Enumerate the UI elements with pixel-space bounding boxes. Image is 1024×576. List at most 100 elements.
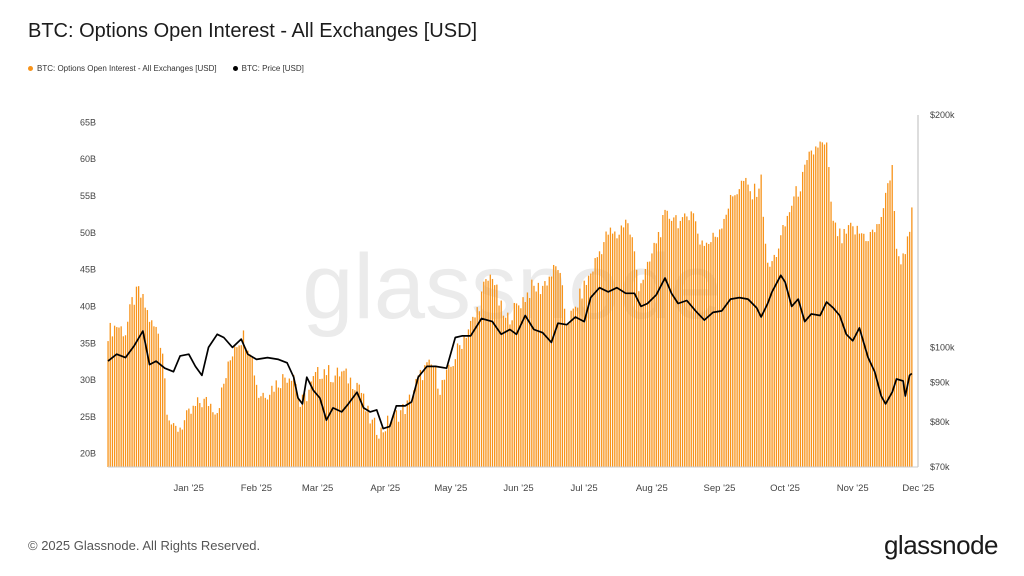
oi-bar — [773, 254, 775, 467]
oi-bar — [570, 310, 572, 467]
oi-bar — [561, 285, 564, 467]
oi-bar — [343, 370, 345, 467]
oi-bar — [137, 286, 140, 467]
oi-bar — [557, 270, 559, 467]
oi-bar — [474, 317, 476, 467]
oi-bar — [705, 242, 708, 467]
oi-bar — [277, 387, 280, 467]
chart-legend: BTC: Options Open Interest - All Exchang… — [28, 64, 304, 73]
oi-bar — [223, 383, 225, 467]
oi-bar — [727, 208, 730, 467]
oi-bar — [821, 142, 823, 467]
oi-bar — [345, 368, 347, 467]
oi-bar — [692, 213, 695, 467]
oi-bar — [271, 385, 273, 467]
oi-bar — [629, 234, 631, 467]
oi-bar — [666, 210, 668, 468]
oi-bar — [373, 417, 376, 467]
oi-bar — [710, 242, 712, 467]
oi-bar — [550, 276, 553, 467]
oi-bar — [804, 164, 806, 467]
oi-bar — [472, 316, 474, 467]
oi-bar — [406, 400, 408, 467]
oi-bar — [118, 327, 120, 467]
copyright-text: © 2025 Glassnode. All Rights Reserved. — [28, 538, 261, 553]
oi-bar — [155, 326, 157, 467]
oi-bar — [869, 231, 872, 467]
oi-bar — [841, 243, 843, 467]
glassnode-logo[interactable]: glassnode — [883, 530, 999, 560]
oi-bar — [496, 284, 498, 467]
oi-bar — [362, 393, 365, 467]
oi-bar — [129, 304, 131, 467]
oi-bar — [712, 232, 714, 467]
oi-bar — [775, 257, 778, 467]
legend-item-options-oi[interactable]: BTC: Options Open Interest - All Exchang… — [28, 64, 217, 73]
y-right-tick-label: $200k — [930, 110, 955, 120]
oi-bar — [432, 365, 435, 467]
oi-bar — [293, 374, 295, 467]
oi-bar — [522, 297, 524, 467]
oi-bar — [371, 419, 373, 467]
oi-bar — [539, 294, 542, 467]
oi-bar — [290, 380, 293, 467]
oi-bar — [210, 403, 212, 467]
oi-bar — [679, 220, 681, 467]
oi-bar — [452, 366, 454, 467]
oi-bar — [777, 248, 780, 467]
oi-bar — [566, 325, 568, 467]
oi-bar — [830, 201, 832, 467]
oi-bar — [708, 243, 710, 467]
oi-bar — [249, 354, 251, 467]
oi-bar — [675, 215, 677, 467]
oi-bar — [367, 405, 369, 467]
oi-bar — [325, 375, 328, 467]
oi-bar — [312, 376, 315, 467]
oi-bar — [317, 367, 319, 467]
oi-bar — [699, 244, 701, 467]
oi-bar — [384, 431, 387, 467]
oi-bar — [743, 180, 745, 467]
oi-bar — [649, 261, 651, 467]
oi-bar — [310, 381, 312, 467]
oi-bar — [338, 376, 341, 467]
oi-bar — [793, 196, 795, 467]
oi-bar — [483, 281, 485, 467]
legend-item-btc-price[interactable]: BTC: Price [USD] — [232, 64, 304, 73]
oi-bar — [815, 146, 817, 467]
oi-bar — [502, 315, 505, 467]
oi-bar — [389, 424, 391, 467]
oi-bar — [769, 266, 771, 467]
oi-bar — [802, 171, 804, 467]
y-left-tick-label: 30B — [80, 375, 96, 385]
oi-bar — [900, 264, 902, 467]
x-tick-label: Apr '25 — [370, 483, 400, 494]
oi-bar — [306, 401, 308, 467]
oi-bar — [262, 392, 264, 467]
oi-bar — [817, 147, 819, 467]
y-left-tick-label: 50B — [80, 228, 96, 238]
oi-bar — [500, 300, 502, 467]
y-left-tick-label: 20B — [80, 449, 96, 459]
y-left-tick-label: 40B — [80, 302, 96, 312]
oi-bar — [260, 396, 262, 467]
oi-bar — [435, 365, 437, 467]
oi-bar — [640, 283, 642, 467]
oi-bar — [858, 233, 861, 467]
x-tick-label: Nov '25 — [837, 483, 869, 494]
oi-bar — [631, 237, 633, 467]
y-left-tick-label: 60B — [80, 154, 96, 164]
oi-bar — [421, 380, 424, 467]
oi-bar — [596, 257, 598, 467]
oi-bar — [756, 196, 758, 468]
oi-bar — [369, 423, 371, 467]
oi-bar — [127, 321, 129, 467]
oi-bar — [240, 345, 242, 467]
oi-bar — [810, 150, 813, 467]
oi-bar — [880, 216, 882, 467]
oi-bar — [836, 236, 839, 467]
x-tick-label: Jul '25 — [571, 483, 598, 494]
oi-bar — [834, 222, 837, 467]
y-right-axis: $70k $80k $90k $100k $200k — [930, 110, 955, 472]
oi-bar — [151, 320, 153, 467]
